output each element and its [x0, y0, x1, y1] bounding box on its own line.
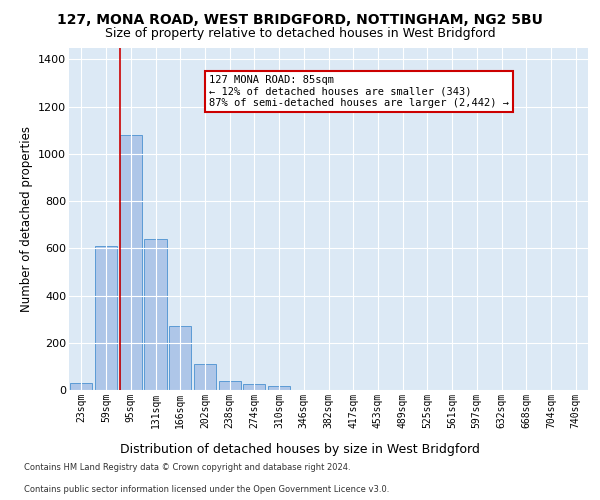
Bar — [145, 239, 167, 390]
Bar — [119, 135, 142, 390]
Bar — [218, 380, 241, 390]
Bar — [194, 364, 216, 390]
Bar — [95, 246, 117, 390]
Bar — [268, 386, 290, 390]
Text: Contains public sector information licensed under the Open Government Licence v3: Contains public sector information licen… — [24, 485, 389, 494]
Text: Distribution of detached houses by size in West Bridgford: Distribution of detached houses by size … — [120, 442, 480, 456]
Text: 127, MONA ROAD, WEST BRIDGFORD, NOTTINGHAM, NG2 5BU: 127, MONA ROAD, WEST BRIDGFORD, NOTTINGH… — [57, 12, 543, 26]
Bar — [70, 383, 92, 390]
Text: 127 MONA ROAD: 85sqm
← 12% of detached houses are smaller (343)
87% of semi-deta: 127 MONA ROAD: 85sqm ← 12% of detached h… — [209, 75, 509, 108]
Text: Contains HM Land Registry data © Crown copyright and database right 2024.: Contains HM Land Registry data © Crown c… — [24, 464, 350, 472]
Text: Size of property relative to detached houses in West Bridgford: Size of property relative to detached ho… — [104, 28, 496, 40]
Bar — [243, 384, 265, 390]
Y-axis label: Number of detached properties: Number of detached properties — [20, 126, 32, 312]
Bar — [169, 326, 191, 390]
